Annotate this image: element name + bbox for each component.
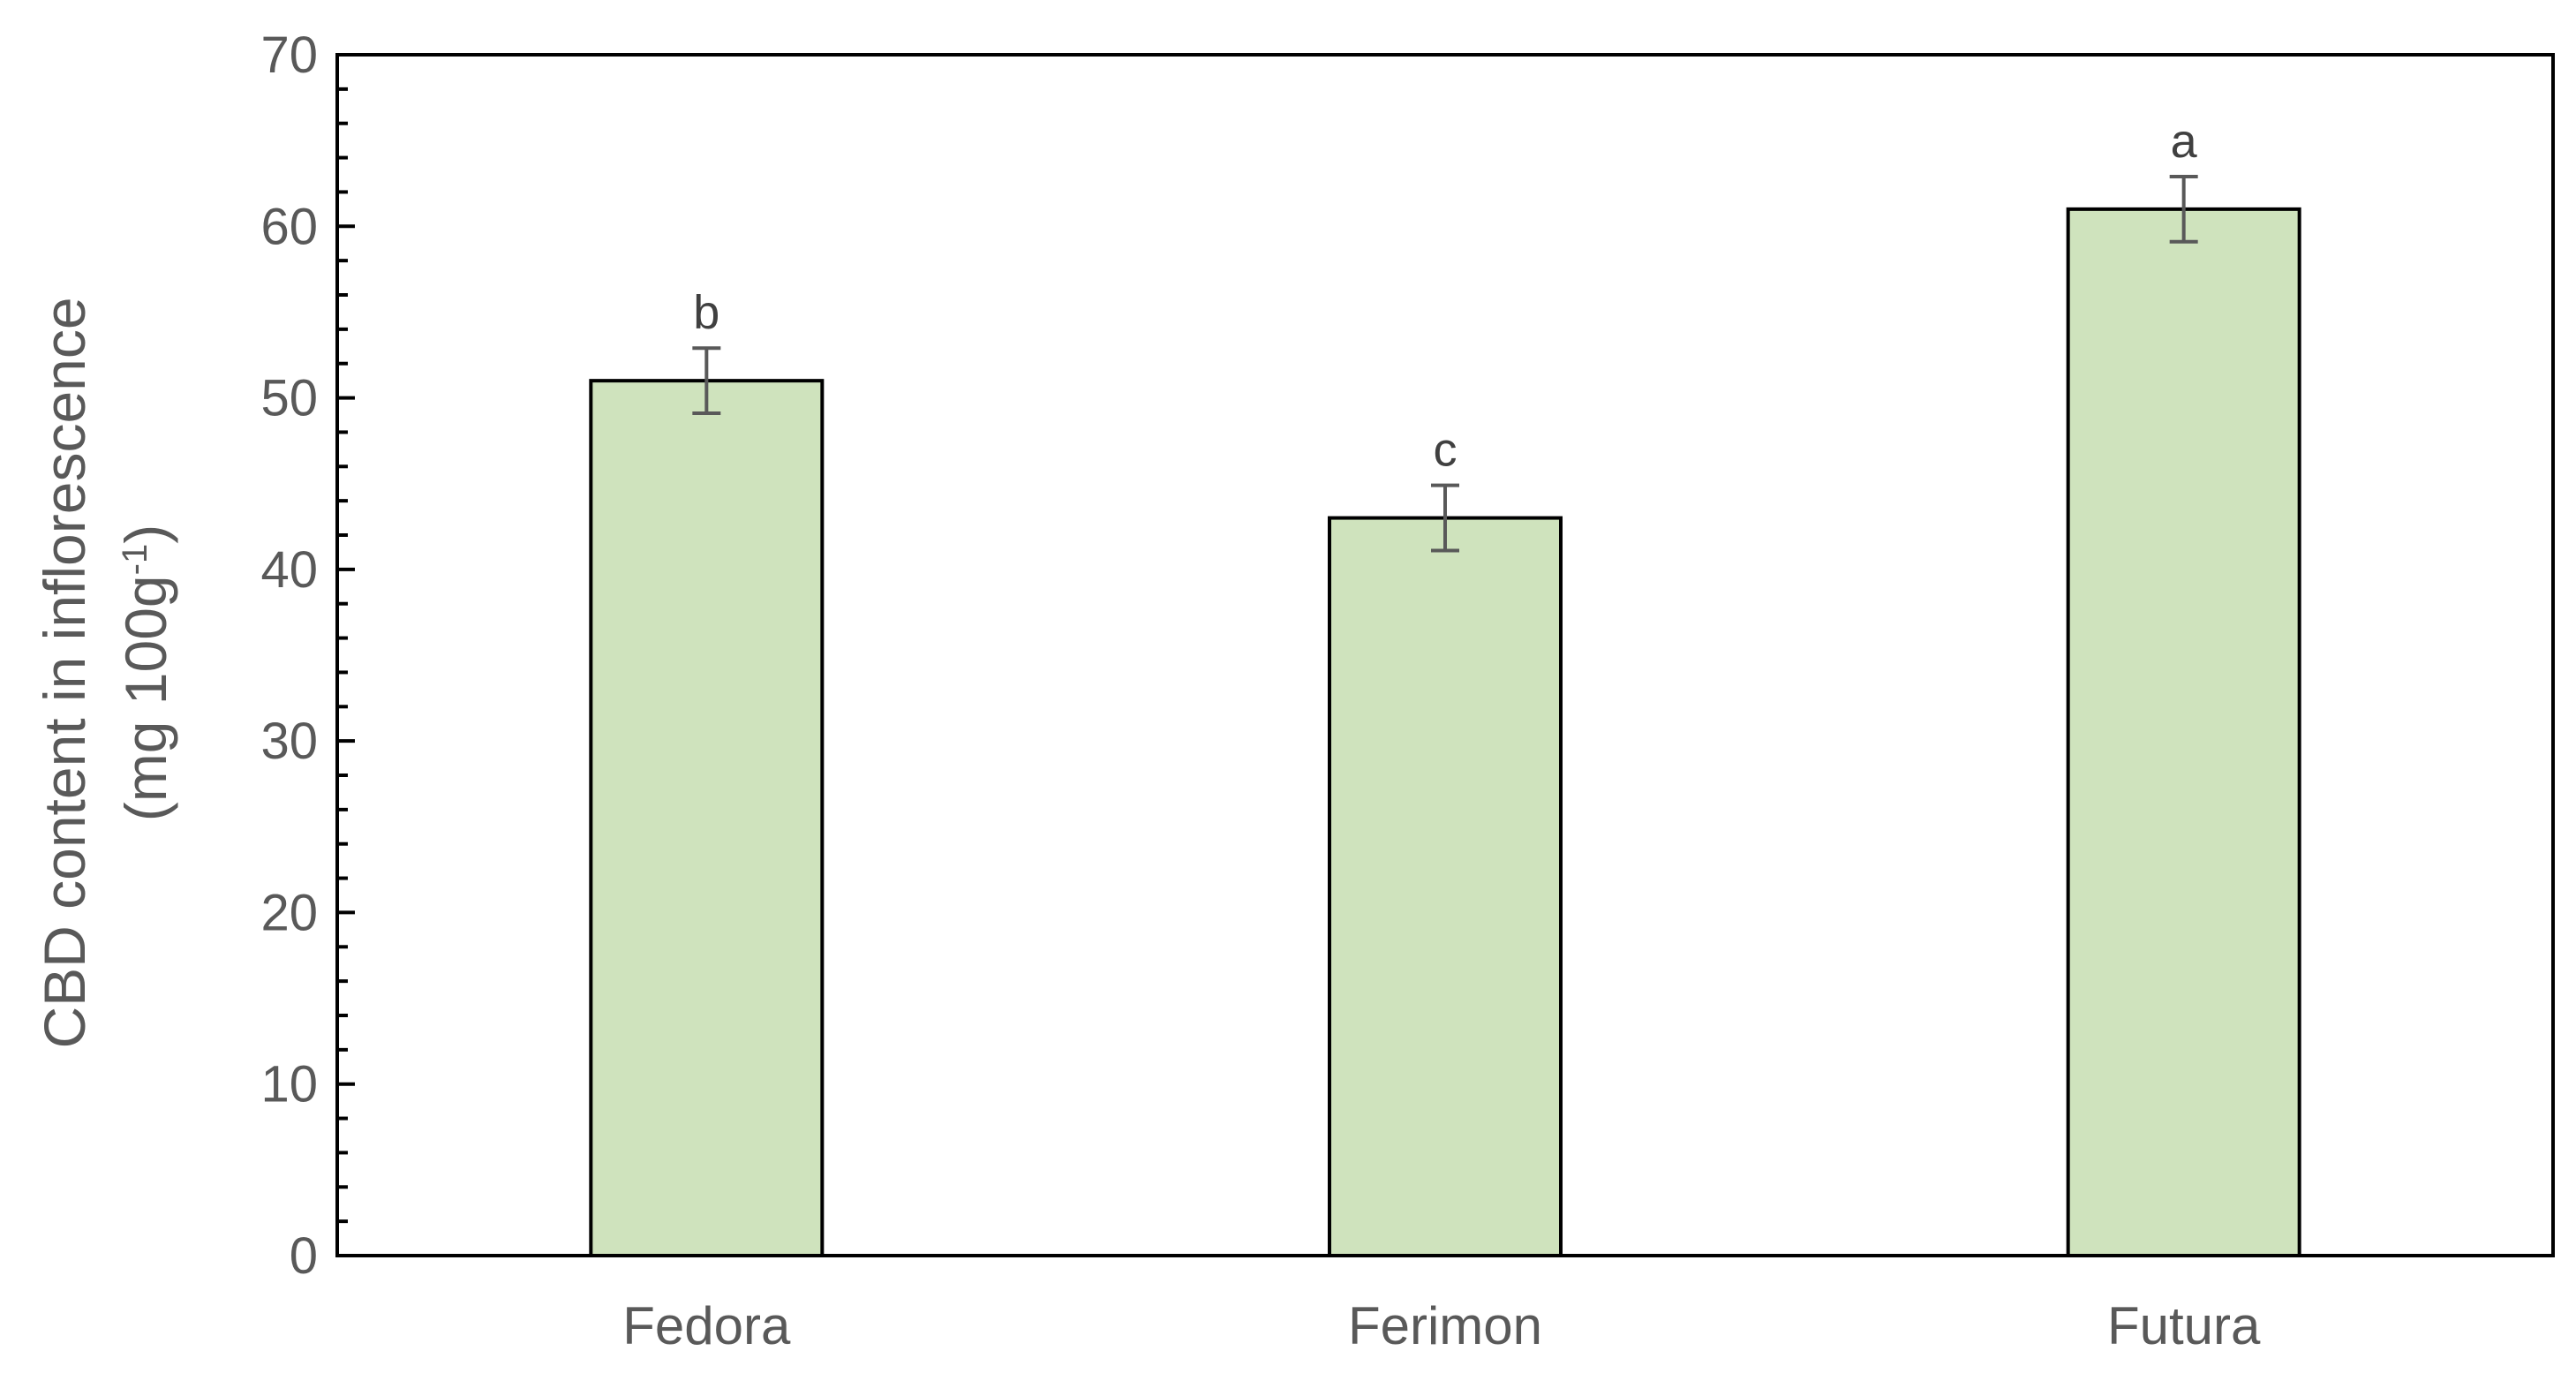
plot-frame (335, 53, 2555, 1257)
bar-fedora (589, 379, 825, 1257)
y-axis-title-unit: (mg 100g-1) (113, 524, 178, 821)
y-tick-label: 60 (260, 198, 318, 255)
y-tick-label: 10 (260, 1056, 318, 1113)
significance-letter-futura: a (2171, 115, 2198, 168)
y-tick-label: 70 (260, 26, 318, 84)
plot-area (589, 174, 2301, 1257)
x-tick-label-ferimon: Ferimon (1348, 1296, 1542, 1355)
axes (335, 53, 2555, 1257)
labels: b Fedora c Ferimon a Futura 0 10 20 30 40 50 60 70 (260, 26, 2261, 1355)
x-tick-label-futura: Futura (2107, 1296, 2261, 1355)
y-tick-label: 50 (260, 370, 318, 427)
bar-ferimon (1328, 516, 1563, 1257)
y-tick-label: 30 (260, 713, 318, 770)
y-axis-title: CBD content in inflorescence (32, 297, 97, 1048)
significance-letter-fedora: b (693, 286, 719, 339)
y-tick-label: 0 (290, 1227, 318, 1285)
y-tick-label: 40 (260, 541, 318, 599)
x-tick-label-fedora: Fedora (622, 1296, 791, 1355)
y-tick-label: 20 (260, 884, 318, 941)
bar-futura (2066, 207, 2301, 1257)
significance-letter-ferimon: c (1434, 424, 1457, 477)
